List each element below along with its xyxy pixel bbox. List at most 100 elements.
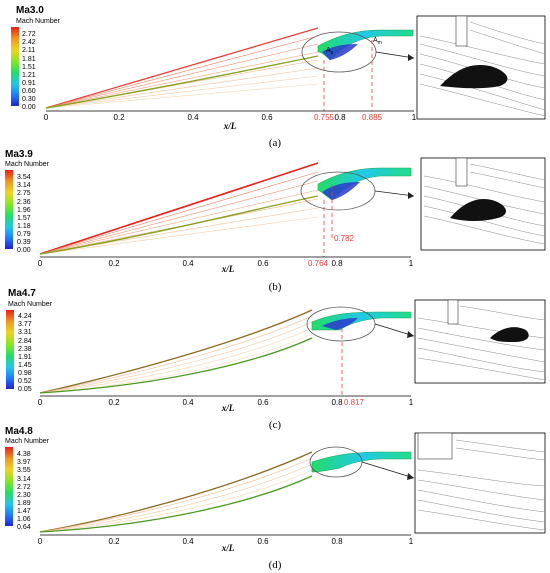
separation-label: 0.782 (334, 234, 355, 243)
legend-value: 2.84 (18, 338, 32, 345)
legend-value: 2.30 (17, 492, 31, 499)
legend-value: 3.14 (17, 476, 31, 483)
legend-value: 1.21 (22, 72, 36, 79)
x-tick: 0.4 (187, 113, 199, 122)
colorbar (5, 447, 13, 526)
x-tick: 0 (44, 113, 49, 122)
x-tick: 0.4 (182, 398, 194, 407)
panel-caption: (c) (269, 419, 282, 431)
colorbar (6, 310, 14, 389)
point-label: Am (373, 37, 382, 46)
legend-values: 3.54 3.14 2.75 2.36 1.96 1.57 1.18 0.79 … (17, 174, 31, 254)
zoom-arrow (361, 461, 415, 479)
legend-value: 3.97 (17, 459, 31, 466)
legend-value: 1.81 (22, 56, 36, 63)
legend-value: 1.06 (17, 516, 31, 523)
panel-caption: (a) (269, 137, 282, 149)
legend-value: 1.51 (22, 64, 36, 71)
legend-value: 2.72 (17, 484, 31, 491)
legend-value: 4.38 (17, 451, 31, 458)
case-title: Ma3.9 (5, 149, 33, 160)
x-tick: 1 (409, 259, 414, 268)
x-axis-label: x/L (223, 121, 237, 131)
legend-value: 2.11 (22, 47, 35, 54)
panel-caption: (b) (269, 281, 282, 293)
legend-value: 3.14 (17, 182, 31, 189)
x-ticks: 0 0.2 0.4 0.6 0.8 1 (44, 113, 417, 122)
x-ticks: 0 0.2 0.4 0.6 0.8 1 (38, 537, 414, 546)
case-title: Ma4.7 (8, 288, 36, 299)
panel-d: Ma4.8 Mach Number 4.38 3.97 3.55 3.14 2.… (5, 426, 546, 571)
legend-value: 4.24 (18, 313, 32, 320)
x-tick: 0.6 (257, 398, 269, 407)
legend-value: 1.96 (17, 207, 31, 214)
separation-label: 0.817 (344, 398, 365, 407)
x-tick: 0.2 (113, 113, 125, 122)
zoom-arrow (375, 51, 415, 59)
legend-value: 0.64 (17, 524, 31, 531)
x-ticks: 0 0.2 0.4 0.6 0.8 1 (38, 398, 414, 407)
contour-fan (45, 27, 319, 109)
separation-label: 0.755 (314, 113, 335, 122)
x-tick: 0.2 (108, 259, 120, 268)
legend-value: 0.52 (18, 378, 32, 385)
panel-a: Ma3.0 Mach Number 2.72 2.42 2.11 1.81 1.… (11, 5, 546, 149)
x-tick: 0.8 (334, 113, 346, 122)
legend-title: Mach Number (16, 18, 61, 25)
x-axis-label: x/L (221, 543, 235, 553)
x-tick: 0.4 (182, 537, 194, 546)
x-tick: 0 (38, 537, 43, 546)
x-tick: 0.8 (331, 398, 343, 407)
legend-value: 3.31 (18, 329, 32, 336)
colorbar (11, 27, 19, 106)
legend-value: 3.77 (18, 321, 32, 328)
x-tick: 0.2 (108, 537, 120, 546)
legend-value: 0.91 (22, 80, 36, 87)
contour-fan (39, 309, 313, 394)
legend-title: Mach Number (5, 438, 50, 445)
legend-value: 1.18 (17, 223, 31, 230)
x-tick: 1 (409, 398, 414, 407)
zoom-inset (420, 157, 546, 251)
x-tick: 1 (409, 537, 414, 546)
legend-value: 2.36 (17, 199, 31, 206)
panel-caption: (d) (269, 559, 282, 571)
inlet-duct (311, 451, 412, 473)
x-axis-label: x/L (221, 264, 235, 274)
colorbar (5, 170, 13, 249)
legend-value: 1.45 (18, 362, 32, 369)
panel-c: Ma4.7 Mach Number 4.24 3.77 3.31 2.84 2.… (6, 288, 546, 431)
zoom-inset (414, 299, 546, 384)
x-tick: 0.6 (257, 259, 269, 268)
x-tick: 0 (38, 259, 43, 268)
legend-value: 0.98 (18, 370, 32, 377)
legend-value: 1.91 (18, 354, 32, 361)
legend-value: 2.72 (22, 31, 36, 38)
legend-value: 0.00 (22, 104, 36, 111)
x-tick: 0.6 (261, 113, 273, 122)
zoom-inset (416, 15, 546, 120)
x-tick: 0.8 (331, 537, 343, 546)
legend-value: 0.05 (18, 386, 32, 393)
legend-title: Mach Number (8, 301, 53, 308)
case-title: Ma4.8 (5, 426, 33, 437)
separation-label: 0.885 (362, 113, 383, 122)
legend-value: 3.54 (17, 174, 31, 181)
inlet-duct (317, 167, 412, 201)
x-tick: 0 (38, 398, 43, 407)
legend-value: 1.47 (17, 508, 31, 515)
separation-label: 0.764 (308, 259, 329, 268)
legend-values: 4.24 3.77 3.31 2.84 2.38 1.91 1.45 0.98 … (18, 313, 32, 393)
legend-value: 0.00 (17, 247, 31, 254)
zoom-arrow (374, 190, 415, 197)
zoom-inset (414, 432, 546, 534)
legend-value: 2.42 (22, 39, 36, 46)
x-tick: 0.2 (108, 398, 120, 407)
legend-value: 3.55 (17, 467, 31, 474)
legend-value: 1.57 (17, 215, 31, 222)
zoom-arrow (374, 323, 415, 337)
legend-value: 2.38 (18, 346, 32, 353)
case-title: Ma3.0 (16, 5, 44, 16)
legend-value: 0.60 (22, 88, 36, 95)
